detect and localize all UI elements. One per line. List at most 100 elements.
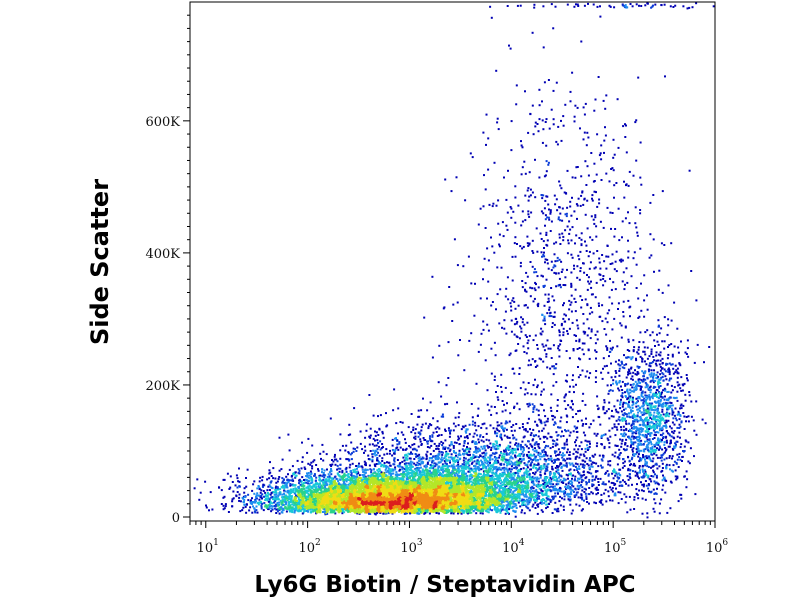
event-point	[309, 463, 312, 466]
event-point	[268, 477, 271, 480]
event-point	[326, 512, 329, 515]
event-point	[593, 501, 596, 504]
event-point	[537, 505, 540, 508]
event-point	[306, 474, 309, 477]
event-point	[283, 500, 286, 502]
event-point	[281, 477, 284, 480]
event-point	[468, 504, 471, 507]
event-point	[421, 468, 424, 471]
event-point	[294, 476, 297, 479]
event-point	[351, 452, 353, 455]
event-point	[329, 497, 332, 500]
event-point	[266, 492, 269, 494]
event-point	[327, 473, 330, 476]
event-point	[519, 505, 522, 508]
event-point	[278, 501, 281, 504]
event-point	[451, 475, 454, 478]
event-point	[251, 497, 253, 500]
event-point	[501, 494, 504, 497]
event-point	[413, 511, 416, 514]
event-point	[306, 475, 309, 478]
event-point	[534, 507, 537, 509]
event-point	[339, 457, 342, 460]
event-point	[235, 474, 238, 477]
event-point	[263, 502, 266, 504]
event-point	[447, 481, 450, 484]
event-point	[268, 507, 271, 510]
event-point	[475, 512, 478, 515]
event-point	[339, 467, 342, 470]
event-point	[333, 455, 336, 458]
event-point	[337, 467, 340, 470]
event-point	[282, 509, 285, 512]
event-point	[326, 468, 328, 471]
event-point	[379, 482, 382, 485]
event-point	[532, 487, 535, 490]
event-point	[285, 475, 288, 478]
event-point	[502, 500, 505, 503]
event-point	[274, 486, 277, 489]
event-point	[193, 487, 196, 490]
event-point	[476, 486, 479, 489]
event-point	[271, 502, 274, 505]
event-point	[259, 500, 262, 503]
event-point	[510, 460, 513, 463]
event-point	[303, 479, 305, 481]
event-point	[380, 472, 383, 475]
event-point	[247, 499, 250, 502]
event-point	[311, 465, 314, 468]
event-point	[385, 471, 388, 474]
event-point	[312, 488, 315, 491]
event-point	[504, 499, 507, 502]
event-point	[319, 452, 322, 455]
event-point	[482, 497, 485, 500]
event-point	[343, 472, 346, 475]
event-point	[302, 487, 305, 490]
event-point	[274, 477, 277, 480]
event-point	[245, 511, 248, 514]
event-point	[247, 493, 250, 496]
event-point	[504, 512, 507, 515]
event-point	[505, 485, 508, 487]
event-point	[258, 501, 261, 504]
event-point	[476, 494, 479, 497]
event-point	[394, 468, 397, 471]
event-point	[494, 505, 497, 508]
event-point	[272, 498, 274, 501]
event-point	[571, 509, 574, 512]
event-point	[281, 480, 284, 483]
event-point	[371, 458, 374, 461]
event-point	[331, 463, 334, 466]
event-point	[279, 493, 282, 496]
event-point	[468, 512, 471, 514]
event-point	[456, 469, 459, 472]
event-point	[285, 482, 288, 485]
event-point	[253, 492, 256, 495]
event-point	[322, 472, 325, 474]
event-point	[314, 494, 317, 497]
event-point	[403, 480, 406, 483]
event-point	[283, 481, 286, 484]
event-point	[301, 460, 304, 463]
event-point	[288, 492, 290, 495]
event-point	[290, 488, 292, 491]
event-point	[256, 511, 259, 514]
event-point	[504, 485, 507, 488]
event-point	[322, 459, 325, 462]
event-point	[222, 508, 225, 511]
event-point	[391, 468, 394, 471]
event-point	[307, 462, 310, 465]
event-point	[430, 466, 433, 469]
event-point	[436, 511, 439, 514]
event-point	[503, 493, 506, 496]
event-point	[421, 483, 424, 486]
event-point	[300, 508, 303, 511]
event-point	[258, 488, 261, 491]
event-point	[520, 511, 523, 514]
event-point	[258, 498, 261, 501]
event-point	[540, 509, 543, 512]
event-point	[465, 490, 468, 493]
event-point	[261, 479, 264, 482]
event-point	[315, 476, 318, 479]
event-point	[226, 472, 229, 475]
